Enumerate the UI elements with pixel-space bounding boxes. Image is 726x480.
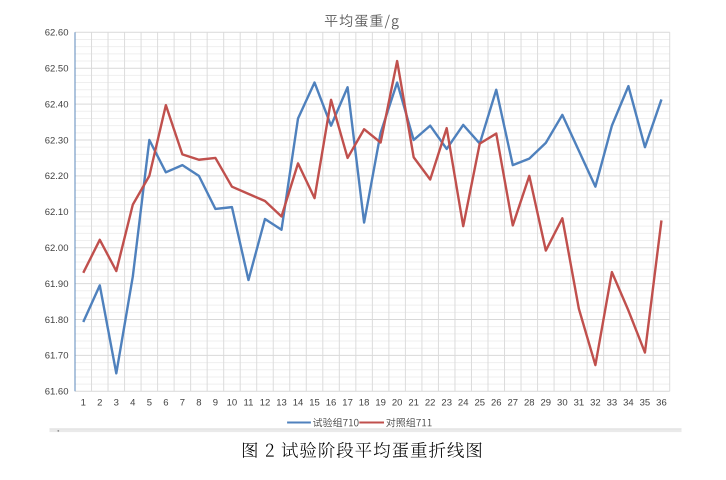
svg-text:30: 30 [557, 398, 568, 409]
svg-text:24: 24 [458, 398, 469, 409]
svg-text:21: 21 [408, 398, 419, 409]
svg-text:15: 15 [309, 398, 320, 409]
svg-text:26: 26 [491, 398, 502, 409]
svg-text:7: 7 [180, 398, 185, 409]
svg-text:61.60: 61.60 [45, 387, 69, 398]
svg-text:10: 10 [227, 398, 238, 409]
svg-text:62.60: 62.60 [45, 28, 69, 39]
svg-text:6: 6 [163, 398, 168, 409]
svg-text:31: 31 [574, 398, 585, 409]
svg-text:1: 1 [81, 398, 86, 409]
svg-text:62.30: 62.30 [45, 135, 69, 146]
svg-text:23: 23 [441, 398, 452, 409]
svg-text:22: 22 [425, 398, 436, 409]
svg-text:14: 14 [293, 398, 304, 409]
svg-text:3: 3 [114, 398, 119, 409]
svg-text:62.40: 62.40 [45, 99, 69, 110]
svg-text:16: 16 [326, 398, 337, 409]
svg-text:5: 5 [147, 398, 152, 409]
svg-text:11: 11 [244, 398, 254, 409]
svg-text:62.00: 62.00 [45, 243, 69, 254]
svg-text:35: 35 [640, 398, 651, 409]
svg-text:20: 20 [392, 398, 403, 409]
svg-text:12: 12 [260, 398, 271, 409]
svg-text:62.50: 62.50 [45, 64, 69, 75]
svg-text:29: 29 [541, 398, 552, 409]
svg-text:9: 9 [213, 398, 218, 409]
svg-text:4: 4 [130, 398, 135, 409]
svg-text:25: 25 [474, 398, 485, 409]
svg-text:17: 17 [342, 398, 353, 409]
svg-text:8: 8 [196, 398, 201, 409]
svg-text:18: 18 [359, 398, 370, 409]
svg-text:34: 34 [623, 398, 634, 409]
svg-text:62.10: 62.10 [45, 207, 69, 218]
svg-text:61.70: 61.70 [45, 351, 69, 362]
svg-text:13: 13 [276, 398, 287, 409]
svg-text:61.80: 61.80 [45, 315, 69, 326]
svg-text:36: 36 [656, 398, 667, 409]
svg-text:19: 19 [375, 398, 386, 409]
svg-text:28: 28 [524, 398, 535, 409]
svg-text:62.20: 62.20 [45, 171, 69, 182]
svg-text:27: 27 [507, 398, 518, 409]
svg-text:2: 2 [97, 398, 102, 409]
svg-text:32: 32 [590, 398, 601, 409]
svg-text:61.90: 61.90 [45, 279, 69, 290]
svg-text:33: 33 [607, 398, 618, 409]
